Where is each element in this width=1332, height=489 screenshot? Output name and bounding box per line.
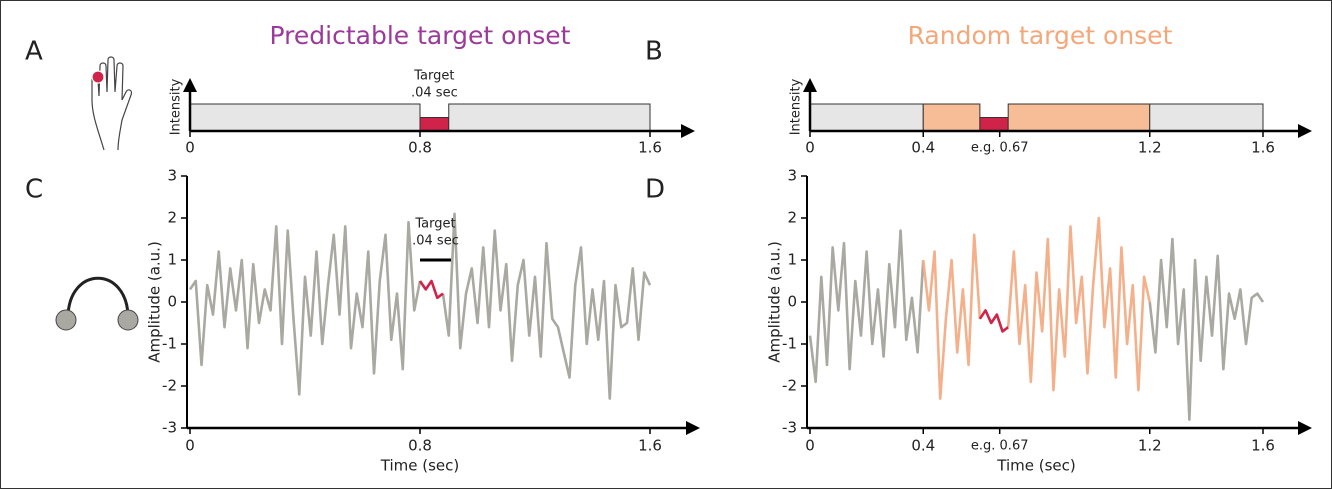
annotation: Target bbox=[413, 69, 454, 84]
y-tick-label: 0 bbox=[787, 293, 797, 311]
y-tick-label: -1 bbox=[162, 335, 177, 353]
annotation: Target bbox=[414, 217, 455, 232]
y-tick-label: 3 bbox=[167, 167, 177, 185]
x-axis-arrow bbox=[681, 124, 695, 138]
x-tick-label: 0.8 bbox=[408, 437, 432, 455]
x-tick-label: 1.6 bbox=[638, 437, 662, 455]
annotation: .04 sec bbox=[412, 234, 459, 249]
x-tick-label: 0.4 bbox=[911, 139, 935, 157]
y-tick-label: -3 bbox=[162, 419, 177, 437]
x-tick-label: e.g. 0.67 bbox=[971, 439, 1029, 454]
y-tick-label: -2 bbox=[162, 377, 177, 395]
y-tick-label: -1 bbox=[782, 335, 797, 353]
x-tick-label: 0.8 bbox=[408, 139, 432, 157]
x-axis-label: Time (sec) bbox=[380, 457, 459, 475]
headphones-icon bbox=[55, 276, 139, 331]
panel-letter: C bbox=[25, 175, 43, 205]
y-tick-label: 0 bbox=[167, 293, 177, 311]
y-tick-label: -2 bbox=[782, 377, 797, 395]
hand-icon bbox=[91, 56, 133, 151]
intensity-segment bbox=[419, 117, 450, 132]
x-axis-arrow bbox=[686, 421, 700, 435]
y-axis-label: Amplitude (a.u.) bbox=[146, 241, 164, 363]
signal-line bbox=[921, 216, 1152, 400]
intensity-segment bbox=[448, 103, 651, 132]
signal-line bbox=[418, 279, 444, 300]
x-axis-arrow bbox=[1298, 421, 1312, 435]
x-tick-label: 1.2 bbox=[1138, 139, 1162, 157]
intensity-segment bbox=[1007, 103, 1151, 132]
intensity-segment bbox=[1149, 103, 1264, 132]
y-axis-label: Intensity bbox=[789, 78, 804, 135]
y-tick-label: -3 bbox=[782, 419, 797, 437]
y-axis-label: Intensity bbox=[169, 78, 184, 135]
intensity-segment bbox=[809, 103, 924, 132]
panel-title: Predictable target onset bbox=[270, 21, 571, 50]
y-tick-label: 1 bbox=[167, 251, 177, 269]
x-tick-label: 0 bbox=[185, 437, 195, 455]
y-tick-label: 1 bbox=[787, 251, 797, 269]
x-tick-label: 1.6 bbox=[1251, 437, 1275, 455]
y-axis-arrow bbox=[183, 78, 197, 92]
signal-line bbox=[808, 229, 1265, 421]
intensity-segment bbox=[979, 117, 1009, 132]
intensity-segment bbox=[189, 103, 421, 132]
x-tick-label: 1.2 bbox=[1138, 437, 1162, 455]
y-axis-label: Amplitude (a.u.) bbox=[766, 241, 784, 363]
panel-letter: B bbox=[645, 37, 663, 67]
x-tick-label: 0.4 bbox=[911, 437, 935, 455]
intensity-segment bbox=[922, 103, 981, 132]
panel-letter: D bbox=[645, 175, 665, 205]
x-tick-label: 1.6 bbox=[1251, 139, 1275, 157]
annotation: .04 sec bbox=[411, 86, 458, 101]
y-tick-label: 2 bbox=[787, 209, 797, 227]
y-tick-label: 3 bbox=[787, 167, 797, 185]
x-axis-arrow bbox=[1298, 124, 1312, 138]
x-tick-label: 0 bbox=[185, 139, 195, 157]
signal-line bbox=[188, 212, 652, 400]
y-tick-label: 2 bbox=[167, 209, 177, 227]
x-tick-label: e.g. 0.67 bbox=[971, 141, 1029, 156]
signal-line bbox=[978, 309, 1009, 333]
y-axis-arrow bbox=[803, 78, 817, 92]
x-tick-label: 1.6 bbox=[638, 139, 662, 157]
panel-title: Random target onset bbox=[908, 21, 1173, 50]
panel-letter: A bbox=[25, 37, 43, 67]
x-tick-label: 0 bbox=[805, 139, 815, 157]
x-tick-label: 0 bbox=[805, 437, 815, 455]
x-axis-label: Time (sec) bbox=[996, 457, 1075, 475]
